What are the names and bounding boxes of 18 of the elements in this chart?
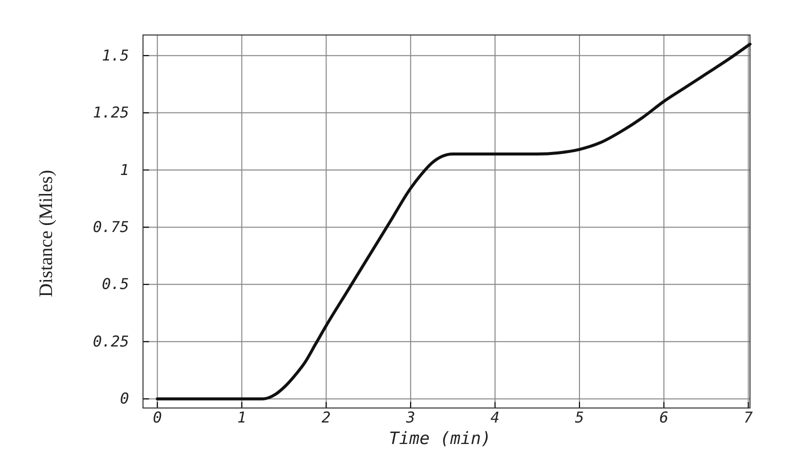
y-tick-label: 0.75 bbox=[92, 218, 129, 236]
y-tick-label: 0 bbox=[120, 390, 129, 408]
x-tick-label: 0 bbox=[152, 408, 162, 427]
x-tick-label: 1 bbox=[237, 408, 246, 427]
y-tick-label: 0.25 bbox=[92, 332, 129, 350]
y-axis-title: Distance (Miles) bbox=[36, 170, 57, 298]
x-tick-label: 7 bbox=[744, 408, 753, 427]
x-tick-label: 5 bbox=[574, 408, 584, 427]
x-tick-label: 3 bbox=[405, 408, 416, 427]
y-tick-label: 1 bbox=[120, 160, 129, 179]
x-tick-label: 6 bbox=[659, 408, 668, 427]
y-tick-label: 0.5 bbox=[102, 275, 129, 294]
line-series bbox=[156, 42, 752, 400]
y-tick-label: 1.25 bbox=[92, 104, 129, 122]
x-tick-label: 2 bbox=[322, 408, 331, 427]
x-tick-label: 4 bbox=[490, 408, 500, 427]
y-tick-label: 1.5 bbox=[102, 46, 129, 64]
x-axis-title: Time (min) bbox=[388, 429, 492, 449]
